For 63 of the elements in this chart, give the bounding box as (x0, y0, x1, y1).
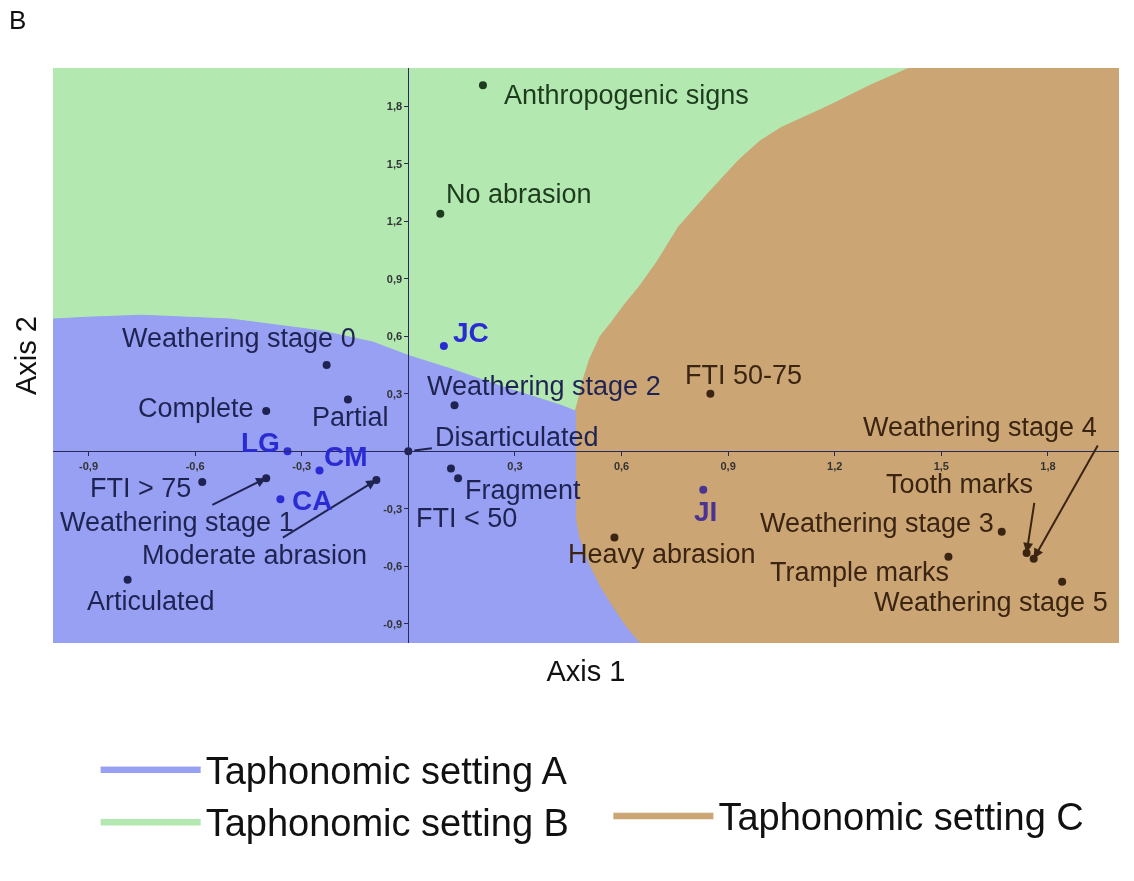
point (343, 395, 352, 404)
annotation: JI (694, 496, 718, 527)
point (198, 478, 207, 486)
point (322, 361, 331, 370)
annotation: Trample marks (770, 557, 950, 587)
annotation: Articulated (87, 586, 215, 616)
point (276, 495, 285, 504)
point (446, 464, 455, 473)
x-tick-label: -0,9 (79, 459, 99, 472)
x-tick-label: 1,2 (827, 459, 843, 472)
y-tick-label: 0,6 (386, 330, 403, 343)
y-tick-label: 1,8 (386, 100, 403, 113)
y-tick-label: 1,5 (386, 157, 403, 170)
annotation: CA (292, 485, 333, 516)
annotation: Weathering stage 3 (760, 508, 994, 538)
x-tick-label: 0,3 (507, 459, 523, 472)
chart-title: B (9, 5, 27, 36)
annotation: Partial (312, 402, 389, 432)
y-tick-label: -0,9 (383, 617, 403, 630)
annotation: FTI 50-75 (685, 360, 803, 390)
x-tick-label: 0,9 (720, 459, 736, 472)
y-axis-title: Axis 2 (10, 316, 43, 395)
x-tick-label: -0,3 (292, 459, 312, 472)
point (478, 81, 487, 90)
y-tick-label: -0,3 (383, 502, 403, 515)
point (436, 209, 445, 218)
x-axis-title: Axis 1 (546, 654, 626, 687)
annotation: Weathering stage 2 (427, 371, 661, 401)
annotation: FTI > 75 (90, 473, 192, 503)
point (1029, 554, 1038, 563)
annotation: Weathering stage 4 (863, 412, 1097, 442)
x-tick-label: 0,6 (613, 459, 630, 472)
annotation: No abrasion (446, 179, 592, 209)
legend-label: Taphonomic setting A (205, 749, 568, 792)
annotation: Moderate abrasion (142, 540, 368, 570)
y-tick-label: 1,2 (386, 215, 403, 228)
y-tick-label: -0,6 (383, 560, 403, 573)
point (944, 552, 953, 561)
point (450, 401, 459, 410)
x-tick-label: 1,8 (1040, 459, 1056, 472)
y-tick-label: 0,3 (386, 387, 403, 400)
point (372, 476, 381, 485)
point (439, 341, 448, 350)
y-tick-label: 0,9 (386, 272, 403, 285)
annotation: Complete (138, 393, 254, 423)
point (997, 527, 1006, 536)
legend-label: Taphonomic setting C (718, 796, 1084, 839)
annotation: JC (453, 317, 489, 348)
annotation: Anthropogenic signs (504, 80, 749, 110)
point (699, 485, 708, 494)
annotation: Weathering stage 0 (122, 323, 356, 353)
point (123, 575, 132, 584)
annotation: LG (241, 427, 280, 458)
annotation: Weathering stage 5 (874, 587, 1108, 617)
legend-label: Taphonomic setting B (205, 802, 569, 845)
point (262, 407, 271, 416)
point (1058, 577, 1067, 586)
x-tick-label: -0,6 (185, 459, 205, 472)
point (315, 466, 324, 475)
point (262, 474, 271, 483)
annotation: Weathering stage 1 (60, 507, 294, 537)
point (454, 474, 463, 483)
point (706, 389, 715, 398)
